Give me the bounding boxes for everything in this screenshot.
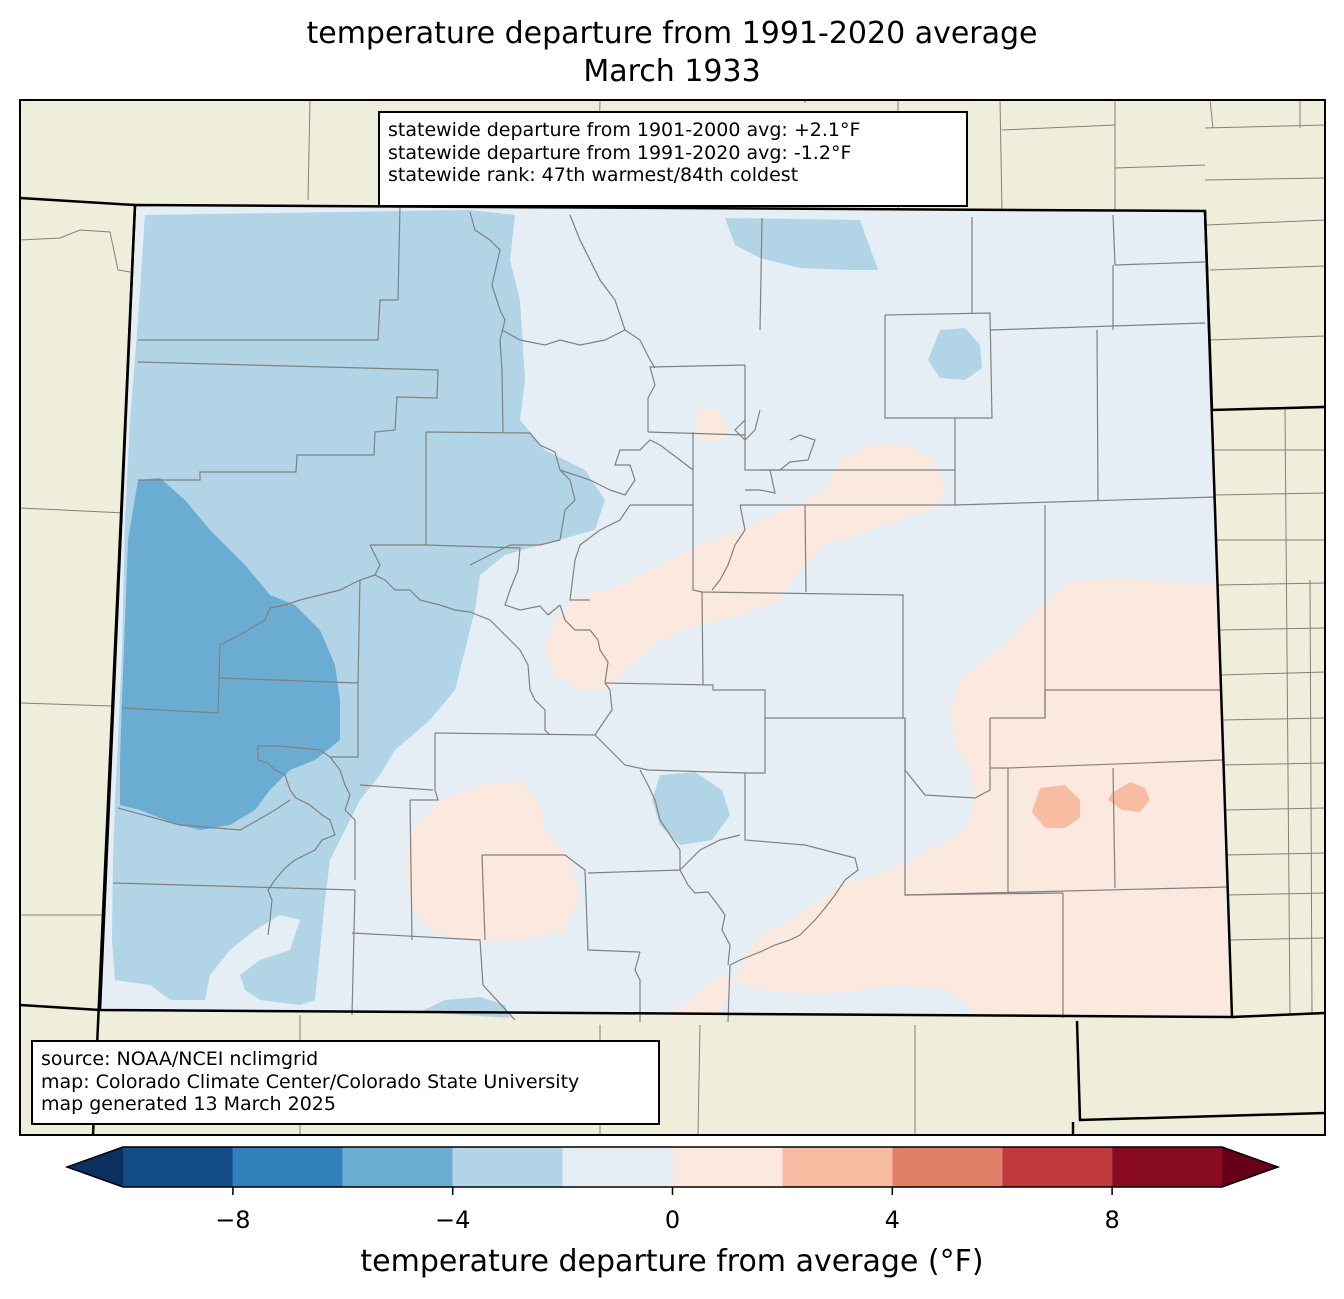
colorbar-bin-9 [1112,1147,1222,1187]
colorbar-bin-6 [782,1147,893,1187]
colorbar-bin-4 [562,1147,673,1187]
colorbar-tick-label: −4 [434,1206,471,1234]
colorbar-bin-3 [452,1147,563,1187]
colorbar [64,1146,1281,1195]
stats-departure-1901-2000: statewide departure from 1901-2000 avg: … [388,119,861,141]
colorbar-tick-label: −8 [215,1206,251,1234]
colorbar-bin-8 [1002,1147,1113,1187]
colorbar-bin-2 [342,1147,453,1187]
colorbar-label: temperature departure from average (°F) [360,1244,984,1279]
colorado-county-lines [112,206,1229,1023]
colorbar-bin-0 [123,1147,233,1187]
colorbar-tick-label: 8 [1104,1206,1120,1234]
stats-box: statewide departure from 1901-2000 avg: … [378,111,968,207]
colorbar-over-arrow [1222,1147,1278,1187]
source-map-credit: map: Colorado Climate Center/Colorado St… [41,1070,580,1093]
colorbar-outline [64,1146,1281,1188]
colorbar-tick-label: 4 [884,1206,900,1234]
colorbar-bin-1 [232,1147,343,1187]
colorbar-under-arrow [67,1147,123,1187]
colorbar-tick-label: 0 [664,1206,681,1234]
source-generated-date: map generated 13 March 2025 [41,1093,336,1115]
stats-rank: statewide rank: 47th warmest/84th coldes… [388,164,799,186]
stats-departure-1991-2020: statewide departure from 1991-2020 avg: … [388,141,852,164]
map-title: temperature departure from 1991-2020 ave… [306,16,1038,51]
contour-fills [112,210,1232,1020]
map-frame [19,99,1326,1136]
map-subtitle: March 1933 [583,54,761,89]
colorbar-bin-5 [672,1147,783,1187]
source-box: source: NOAA/NCEI nclimgrid map: Colorad… [31,1040,660,1125]
state-borders [19,196,1326,1136]
source-data: source: NOAA/NCEI nclimgrid [41,1048,319,1070]
colorbar-bin-7 [892,1147,1003,1187]
